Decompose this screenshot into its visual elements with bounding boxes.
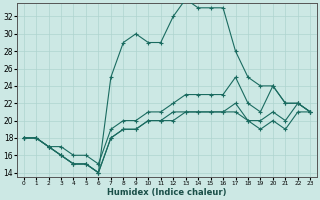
X-axis label: Humidex (Indice chaleur): Humidex (Indice chaleur) [107,188,227,197]
